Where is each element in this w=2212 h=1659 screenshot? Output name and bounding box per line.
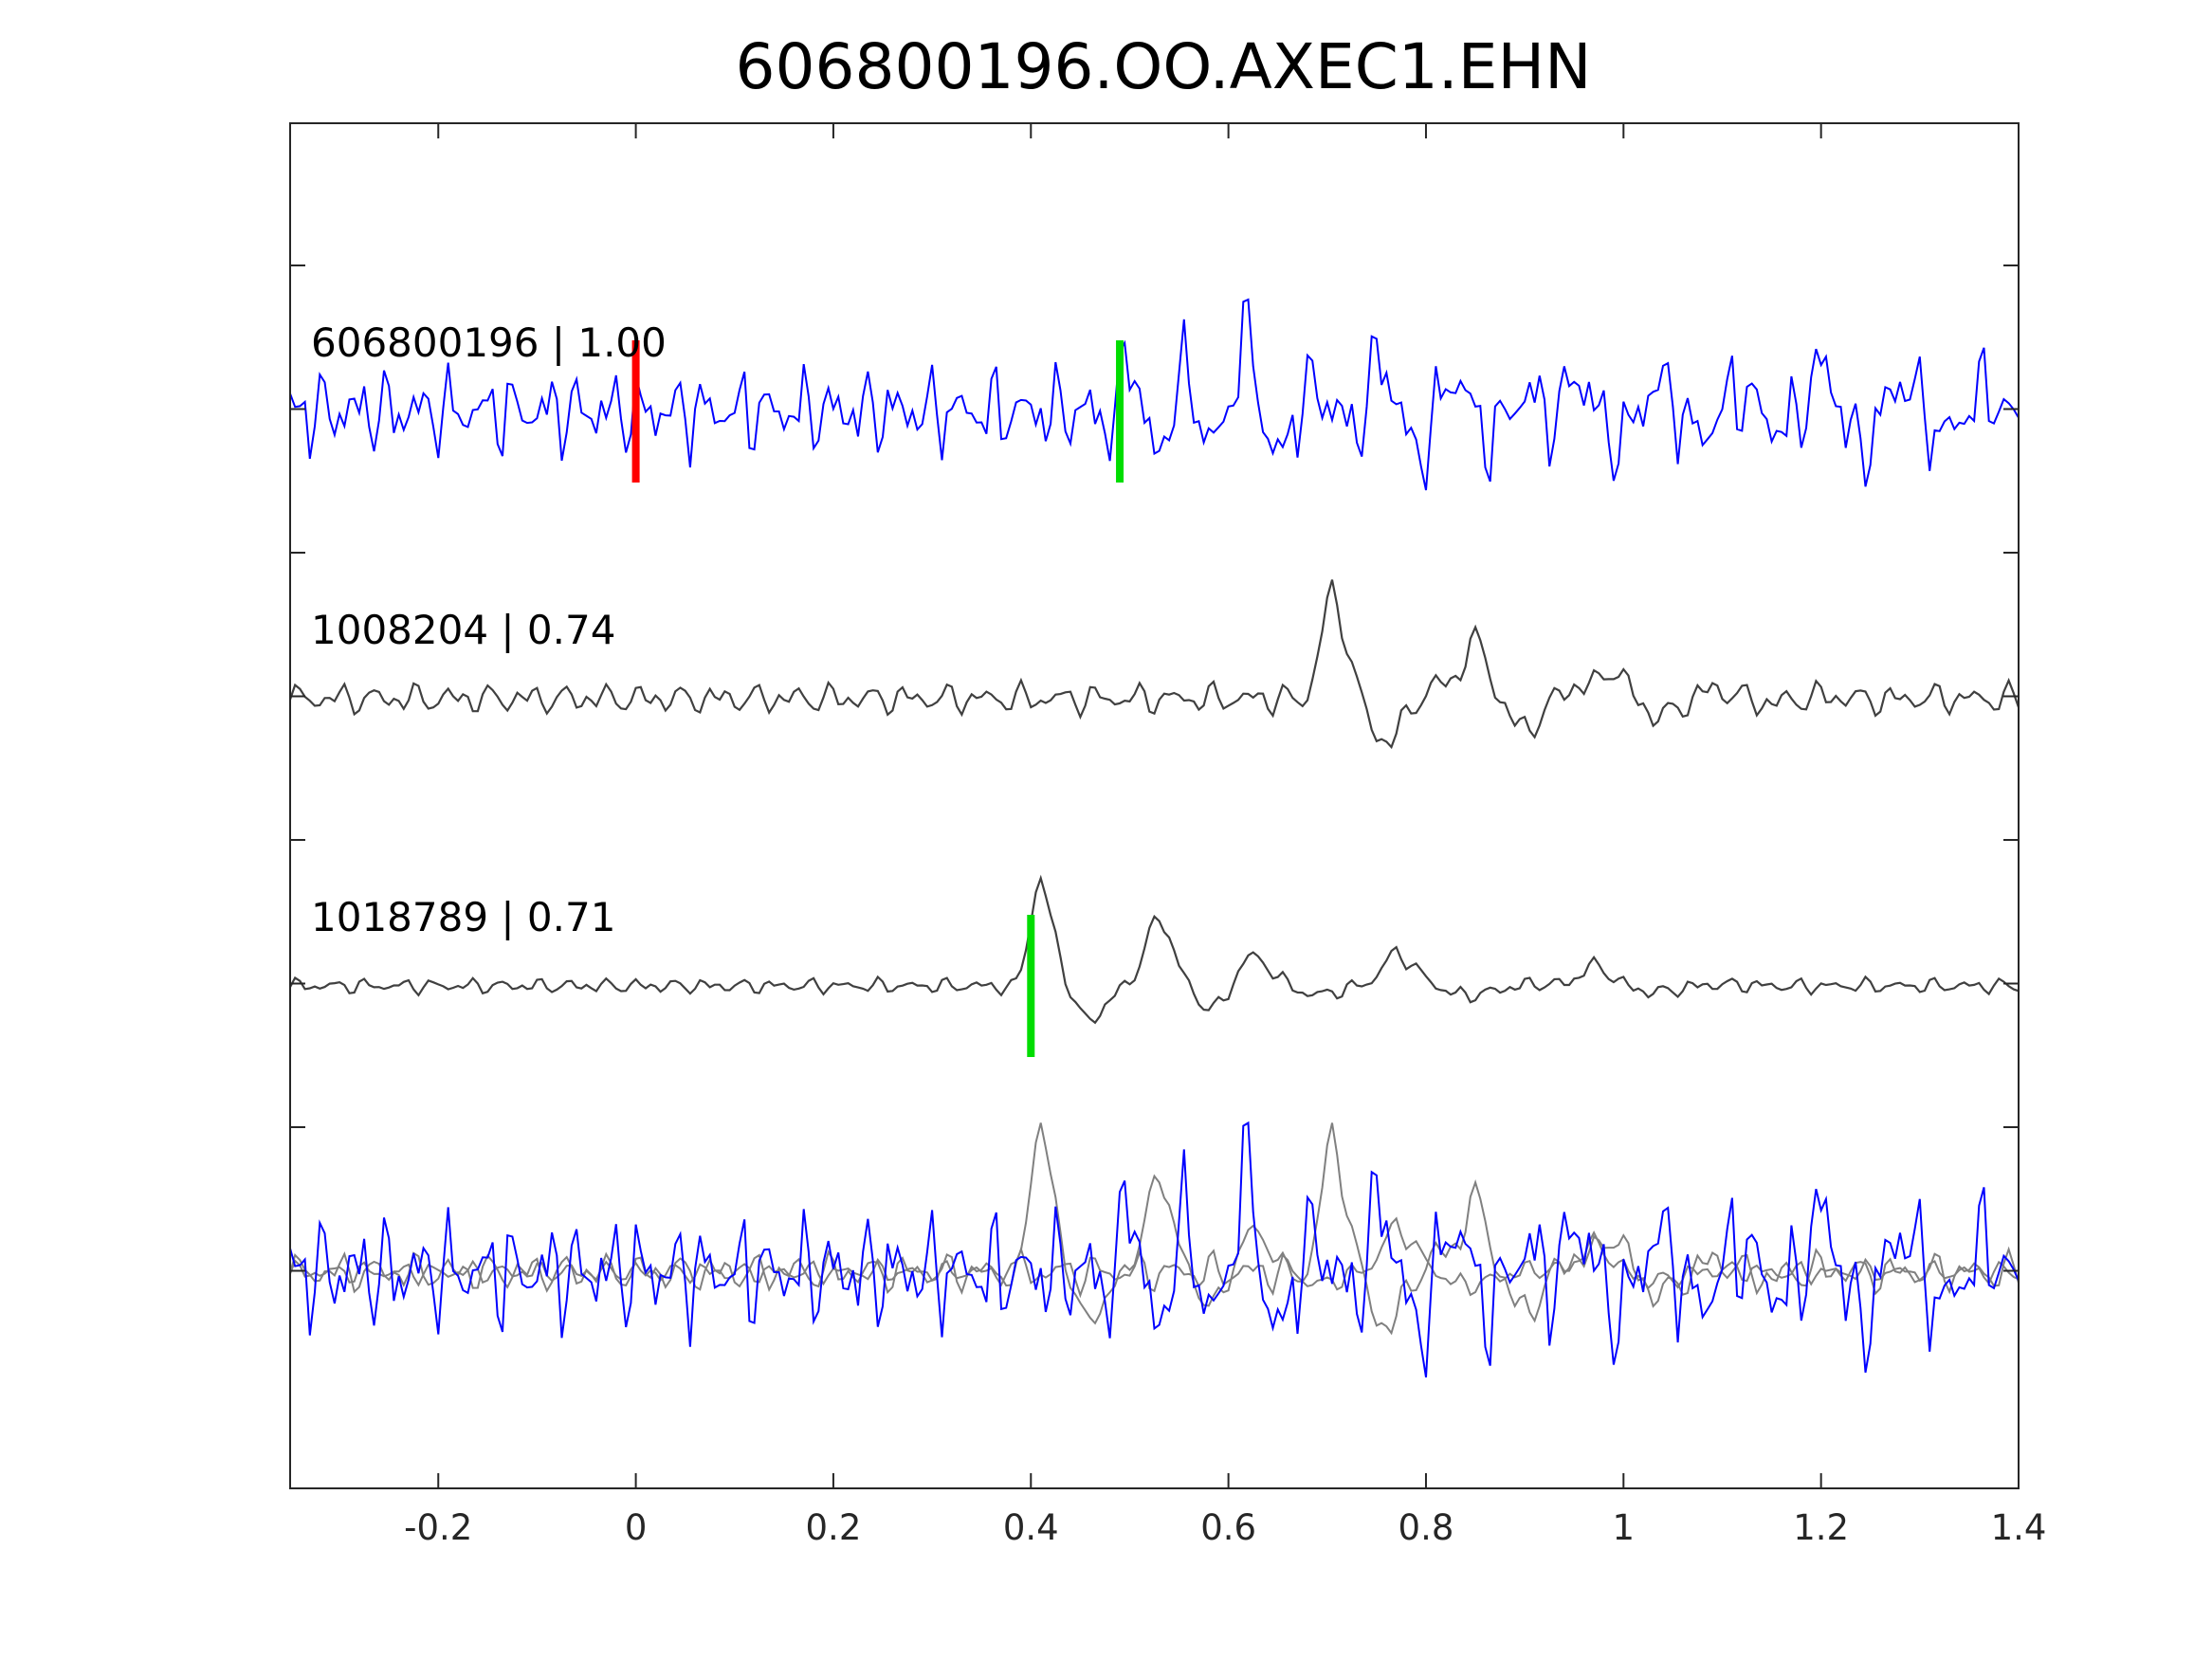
overlay-traces: [289, 1121, 2020, 1378]
overlay-trace-1018789: [289, 1122, 2020, 1325]
overlay-trace-1008204: [289, 1122, 2020, 1336]
x-tick-label: 0.6: [1200, 1507, 1256, 1548]
trace-1018789: [289, 874, 2020, 1025]
phase-picks: [631, 340, 1124, 1057]
axes: -0.2 0 0.2 0.4 0.6 0.8 1 1.2 1.4: [289, 122, 2047, 1548]
x-tick-label: 0.8: [1398, 1507, 1454, 1548]
trace-label-1008204: 1008204 | 0.74: [311, 607, 615, 653]
x-tick-label: 0.4: [1003, 1507, 1059, 1548]
x-tick-label: -0.2: [404, 1507, 472, 1548]
plot-frame: [289, 122, 2020, 1489]
trace-label-1018789: 1018789 | 0.71: [311, 894, 615, 940]
trace-labels: 606800196 | 1.00 1008204 | 0.74 1018789 | …: [311, 319, 667, 940]
x-tick-label: 1: [1613, 1507, 1636, 1548]
x-tick-label: 1.4: [1991, 1507, 2047, 1548]
x-tick-label: 0.2: [806, 1507, 862, 1548]
trace-label-606800196: 606800196 | 1.00: [311, 319, 667, 366]
x-tick-label: 0: [625, 1507, 648, 1548]
trace-606800196: [289, 298, 2020, 491]
trace-1008204: [288, 579, 2020, 750]
x-tick-label: 1.2: [1793, 1507, 1849, 1548]
waveform-traces: [288, 298, 2020, 1025]
chart-title: 606800196.OO.AXEC1.EHN: [736, 30, 1592, 103]
overlay-trace-606800196: [289, 1121, 2020, 1378]
